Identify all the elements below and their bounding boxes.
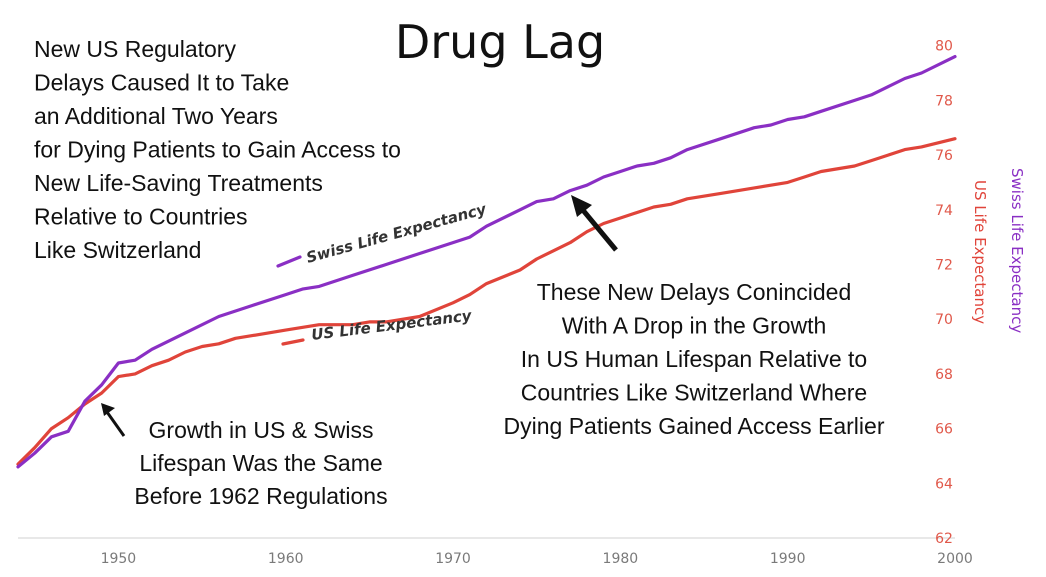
y-tick-label: 74 — [935, 203, 953, 219]
series-lines — [16, 54, 957, 469]
series-line-swiss — [16, 54, 957, 469]
y-axis-label-us: US Life Expectancy — [971, 180, 989, 324]
y-tick-label: 76 — [935, 148, 953, 164]
y-tick-label: 72 — [935, 257, 953, 273]
y-tick-label: 70 — [935, 312, 953, 328]
annotation-left-line: Before 1962 Regulations — [134, 483, 387, 509]
series-label-us: US Life Expectancy — [310, 306, 473, 344]
x-tick-label: 1990 — [770, 551, 806, 567]
intro-line: New Life-Saving Treatments — [34, 170, 323, 196]
y-axis-label-swiss: Swiss Life Expectancy — [1008, 168, 1026, 333]
annotation-right: These New Delays Conincided With A Drop i… — [504, 279, 885, 439]
intro-line: New US Regulatory — [34, 36, 236, 62]
series-label-leader-us — [281, 338, 305, 346]
y-tick-label: 62 — [935, 531, 953, 547]
annotation-left-line: Lifespan Was the Same — [139, 450, 382, 476]
y-ticks: 62 64 66 68 70 72 74 76 78 80 — [935, 39, 953, 547]
arrow-left — [101, 403, 126, 437]
arrow-right — [571, 195, 618, 252]
x-tick-label: 1970 — [435, 551, 471, 567]
intro-line: Like Switzerland — [34, 237, 201, 263]
annotation-left: Growth in US & Swiss Lifespan Was the Sam… — [134, 417, 387, 509]
x-ticks: 1950 1960 1970 1980 1990 2000 — [101, 551, 973, 567]
y-tick-label: 64 — [935, 476, 953, 492]
x-tick-label: 1950 — [101, 551, 137, 567]
annotation-right-line: In US Human Lifespan Relative to — [521, 346, 867, 372]
annotation-right-line: These New Delays Conincided — [537, 279, 852, 305]
series-line-us — [16, 137, 957, 466]
y-tick-label: 68 — [935, 367, 953, 383]
x-tick-label: 1960 — [268, 551, 304, 567]
intro-line: Relative to Countries — [34, 204, 248, 230]
y-tick-label: 80 — [935, 39, 953, 55]
annotation-right-line: Countries Like Switzerland Where — [521, 380, 867, 406]
y-tick-label: 78 — [935, 93, 953, 109]
intro-line: for Dying Patients to Gain Access to — [34, 137, 401, 163]
annotation-left-line: Growth in US & Swiss — [149, 417, 374, 443]
annotation-right-line: Dying Patients Gained Access Earlier — [504, 413, 885, 439]
series-label-leader-swiss — [276, 255, 302, 268]
intro-line: an Additional Two Years — [34, 103, 278, 129]
series-label-swiss: Swiss Life Expectancy — [304, 200, 489, 267]
y-tick-label: 66 — [935, 422, 953, 438]
intro-text: New US Regulatory Delays Caused It to Tak… — [34, 36, 401, 263]
intro-line: Delays Caused It to Take — [34, 70, 289, 96]
x-tick-label: 2000 — [937, 551, 973, 567]
annotation-right-line: With A Drop in the Growth — [562, 313, 827, 339]
chart-title: Drug Lag — [395, 15, 605, 69]
x-tick-label: 1980 — [603, 551, 639, 567]
